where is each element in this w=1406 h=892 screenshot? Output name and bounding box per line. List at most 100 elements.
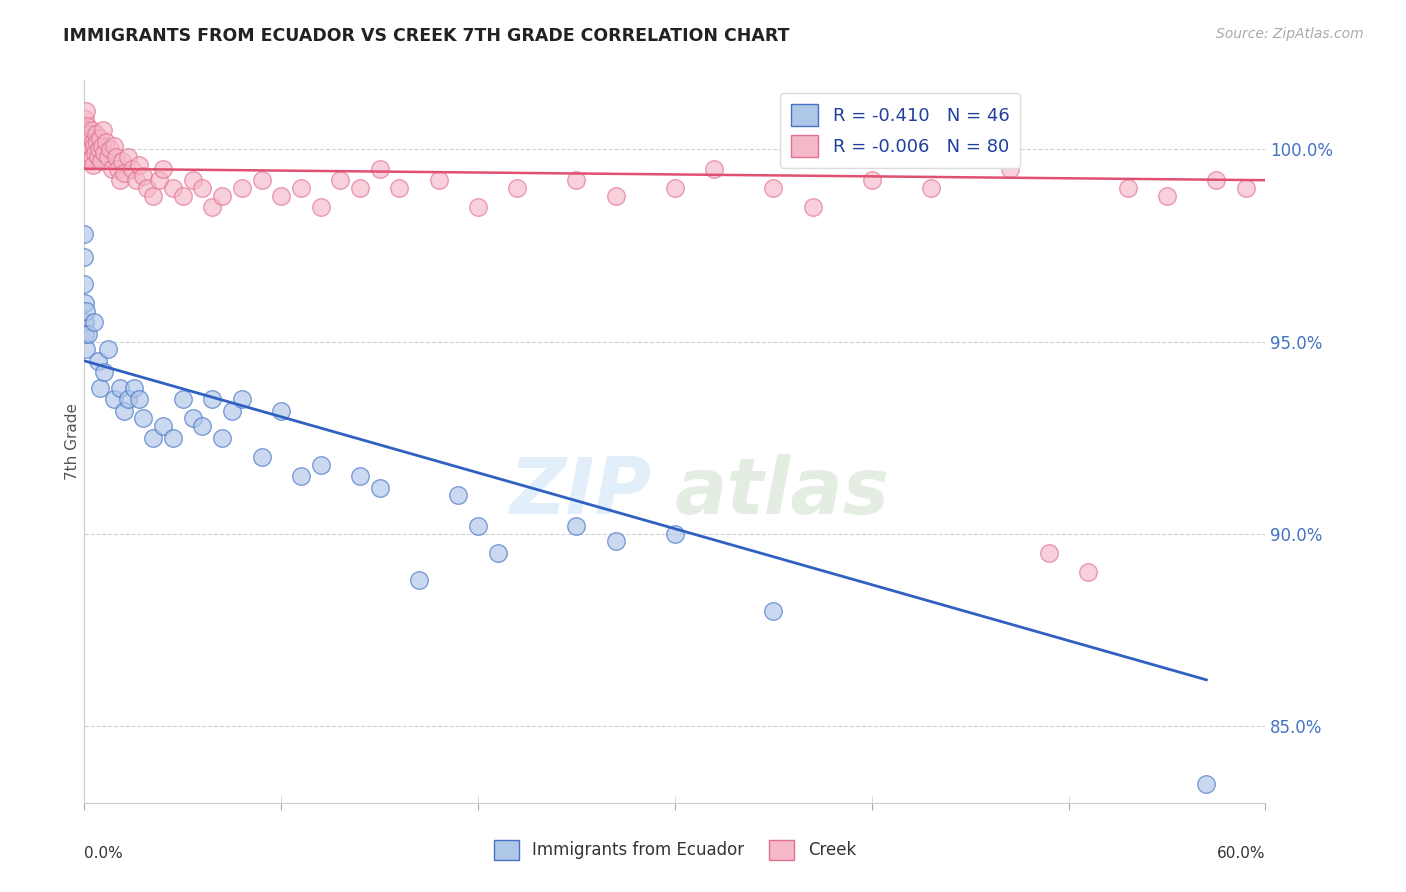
Point xyxy=(117,392,139,407)
Point xyxy=(565,519,588,533)
Point xyxy=(75,315,97,329)
Text: IMMIGRANTS FROM ECUADOR VS CREEK 7TH GRADE CORRELATION CHART: IMMIGRANTS FROM ECUADOR VS CREEK 7TH GRA… xyxy=(63,27,790,45)
Point xyxy=(82,158,104,172)
Point xyxy=(762,604,785,618)
Point xyxy=(87,150,110,164)
Point xyxy=(1038,546,1060,560)
Point xyxy=(309,458,332,472)
Point xyxy=(368,481,391,495)
Point xyxy=(97,343,120,357)
Point xyxy=(84,127,107,141)
Point xyxy=(107,161,129,176)
Point xyxy=(1077,565,1099,579)
Point xyxy=(467,200,489,214)
Point xyxy=(290,181,312,195)
Point xyxy=(73,277,96,291)
Point xyxy=(172,188,194,202)
Point xyxy=(388,181,411,195)
Point xyxy=(368,161,391,176)
Point xyxy=(231,392,253,407)
Point xyxy=(191,181,214,195)
Point xyxy=(162,431,184,445)
Point xyxy=(108,173,131,187)
Point xyxy=(250,173,273,187)
Point xyxy=(132,169,155,184)
Point xyxy=(762,181,785,195)
Point xyxy=(221,404,243,418)
Point xyxy=(84,146,107,161)
Point xyxy=(349,181,371,195)
Point xyxy=(122,381,145,395)
Point xyxy=(93,365,115,379)
Point xyxy=(801,200,824,214)
Point xyxy=(349,469,371,483)
Point xyxy=(142,188,165,202)
Point xyxy=(506,181,529,195)
Point xyxy=(75,112,97,126)
Point xyxy=(250,450,273,464)
Point xyxy=(75,326,97,341)
Point xyxy=(89,131,111,145)
Point xyxy=(89,381,111,395)
Text: ZIP: ZIP xyxy=(509,454,651,530)
Point xyxy=(128,158,150,172)
Point xyxy=(270,404,292,418)
Point xyxy=(1205,173,1227,187)
Point xyxy=(83,138,105,153)
Point xyxy=(101,161,124,176)
Point xyxy=(172,392,194,407)
Point xyxy=(152,419,174,434)
Point xyxy=(77,143,100,157)
Point xyxy=(79,146,101,161)
Point xyxy=(103,138,125,153)
Point xyxy=(76,120,98,134)
Point xyxy=(142,431,165,445)
Point xyxy=(148,173,170,187)
Point xyxy=(201,200,224,214)
Point xyxy=(605,534,627,549)
Point xyxy=(427,173,450,187)
Point xyxy=(211,431,233,445)
Point xyxy=(77,135,100,149)
Point xyxy=(211,188,233,202)
Point xyxy=(290,469,312,483)
Point xyxy=(486,546,509,560)
Point xyxy=(201,392,224,407)
Point xyxy=(79,127,101,141)
Point xyxy=(124,173,146,187)
Point xyxy=(121,161,143,176)
Point xyxy=(128,392,150,407)
Point xyxy=(97,150,120,164)
Text: 60.0%: 60.0% xyxy=(1218,847,1265,861)
Point xyxy=(181,411,204,425)
Point xyxy=(329,173,352,187)
Point xyxy=(76,131,98,145)
Point xyxy=(136,181,159,195)
Point xyxy=(82,150,104,164)
Point xyxy=(90,153,112,168)
Text: Source: ZipAtlas.com: Source: ZipAtlas.com xyxy=(1216,27,1364,41)
Point xyxy=(1156,188,1178,202)
Point xyxy=(117,150,139,164)
Point xyxy=(94,135,117,149)
Point xyxy=(79,153,101,168)
Point xyxy=(75,123,97,137)
Point xyxy=(108,381,131,395)
Point xyxy=(80,123,103,137)
Point xyxy=(77,326,100,341)
Text: 0.0%: 0.0% xyxy=(84,847,124,861)
Point xyxy=(998,161,1021,176)
Point xyxy=(98,143,121,157)
Point xyxy=(664,181,686,195)
Point xyxy=(75,103,97,118)
Point xyxy=(103,392,125,407)
Point xyxy=(191,419,214,434)
Point xyxy=(152,161,174,176)
Point xyxy=(104,150,127,164)
Point xyxy=(860,173,883,187)
Point xyxy=(920,181,942,195)
Point xyxy=(87,354,110,368)
Point xyxy=(605,188,627,202)
Point xyxy=(91,123,114,137)
Point xyxy=(93,146,115,161)
